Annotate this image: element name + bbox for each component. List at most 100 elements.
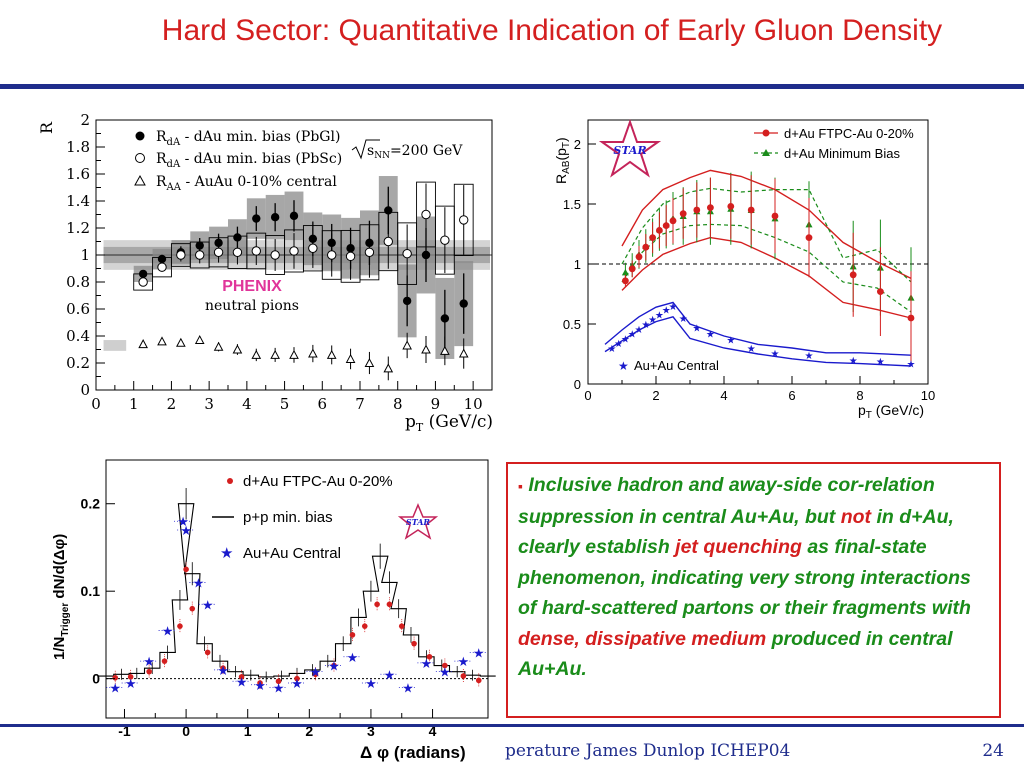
auau-star-point: ★ (193, 575, 205, 590)
pbgl-point (459, 299, 468, 308)
dau-point (398, 623, 405, 629)
dphi-yticks: 0 0.1 0.2 (81, 496, 115, 687)
dphi-xtick-label: 4 (429, 723, 437, 739)
auau-triangle-point (138, 339, 148, 349)
pbsc-point (213, 247, 224, 258)
dau-point (411, 640, 417, 647)
pbgl-point (440, 314, 450, 323)
auau-triangle-point (308, 348, 318, 358)
dau-point (204, 649, 211, 656)
minbias-upper-curve (621, 187, 912, 283)
pbsc-point (195, 250, 205, 260)
dau-point (656, 227, 663, 234)
legend-blue-star-icon: ★ (220, 545, 233, 562)
auau-star-point: ★ (669, 302, 678, 313)
pbgl-point (327, 238, 336, 248)
dau-point (771, 212, 779, 220)
legend-green-triangle-icon (762, 149, 770, 156)
auau-star-point: ★ (109, 680, 121, 695)
rab-xtick-label: 10 (921, 388, 935, 403)
dau-point (460, 673, 467, 679)
dau-point (642, 243, 650, 251)
bottom-rule (0, 724, 1024, 727)
bullet-icon: ▪ (518, 478, 523, 494)
auau-star-point: ★ (365, 676, 377, 691)
dau-point (907, 314, 915, 322)
auau-star-point: ★ (458, 654, 470, 669)
auau-star-point: ★ (614, 339, 623, 350)
dphi-ytick-label: 0.1 (81, 583, 101, 599)
phenix-xtick-label: 3 (204, 395, 214, 413)
pbgl-point (402, 296, 412, 306)
legend-dau-ftpc: d+Au FTPC-Au 0-20% (243, 473, 393, 490)
rab-ytick-label: 2 (574, 137, 581, 152)
auau-star-point: ★ (635, 325, 644, 336)
auau-triangle-point (289, 349, 299, 359)
phenix-xtick-label: 5 (280, 395, 290, 413)
phenix-ytick-label: 1.2 (66, 219, 90, 237)
dau-point (312, 671, 319, 678)
phenix-ytick-label: 0.2 (66, 354, 90, 372)
auau-star-point: ★ (384, 667, 396, 682)
pbsc-point (157, 262, 167, 272)
pbgl-point (214, 238, 223, 248)
dau-point (426, 653, 433, 660)
page-number: 24 (982, 741, 1004, 761)
dphi-xtick-label: 1 (244, 723, 252, 739)
dau-upper-curve (621, 169, 912, 280)
dau-point (127, 674, 134, 680)
dau-point (374, 601, 380, 608)
auau-triangle-point (458, 348, 469, 358)
auau-star-point: ★ (328, 659, 340, 674)
auau-star-point: ★ (849, 356, 858, 367)
dau-point (294, 675, 300, 682)
auau-star-point: ★ (310, 665, 322, 680)
dau-point (662, 222, 670, 229)
callout-dense-medium: dense, dissipative medium (518, 627, 767, 650)
phenix-legend: RdA - dAu min. bias (PbGl) RdA - dAu min… (134, 129, 463, 193)
pbsc-point (232, 247, 243, 258)
dau-point (112, 674, 119, 681)
auau-star-point: ★ (726, 336, 735, 347)
dphi-legend: d+Au FTPC-Au 0-20% p+p min. bias ★ Au+Au… (212, 473, 393, 562)
auau-triangle-point (421, 344, 431, 354)
phenix-ytick-label: 1 (80, 246, 90, 264)
phenix-xtick-label: 1 (129, 395, 139, 413)
dau-point (161, 658, 168, 664)
dau-point (679, 210, 687, 217)
auau-star-point: ★ (662, 306, 671, 317)
legend-pp: p+p min. bias (243, 509, 333, 526)
legend-auau-central: Au+Au Central (634, 358, 719, 373)
auau-star-point: ★ (679, 314, 688, 325)
dau-point (622, 277, 629, 285)
dau-point (693, 206, 701, 214)
auau-triangle-point (232, 344, 243, 354)
auau-star-point: ★ (291, 676, 303, 691)
dau-point (442, 662, 448, 669)
auau-upper-curve (604, 301, 912, 356)
dau-point (635, 253, 643, 261)
auau-star-point: ★ (202, 597, 214, 612)
dau-point (238, 674, 245, 680)
pbsc-point (251, 246, 261, 256)
title-rule (0, 84, 1024, 89)
phenix-ytick-label: 0 (80, 381, 90, 399)
dphi-ytick-label: 0 (92, 671, 100, 687)
rab-ytick-label: 1.5 (563, 197, 581, 212)
phenix-xtick-label: 9 (431, 395, 441, 413)
auau-triangle-point (194, 334, 205, 345)
auau-star-point: ★ (805, 351, 814, 362)
auau-star-point: ★ (692, 324, 701, 335)
dau-point (189, 605, 196, 612)
dau-point (669, 217, 677, 225)
phenix-particles-label: neutral pions (205, 298, 299, 314)
callout-text-1: Inclusive hadron and away-side cor-relat… (518, 474, 935, 528)
auau-star-point: ★ (648, 315, 657, 326)
pbgl-point (346, 244, 355, 253)
dau-point (747, 206, 755, 214)
pbgl-point (421, 250, 431, 260)
star-rab-chart: RAB(pT) ★★★★★★★★★★★★★★★ ★ ★ ★ ★ ★ 0 2 4 6 8 10 00.… (553, 118, 935, 421)
phenix-ytick-label: 0.6 (66, 300, 90, 318)
auau-triangle-point (176, 337, 186, 347)
rab-ytick-label: 0.5 (563, 317, 581, 332)
